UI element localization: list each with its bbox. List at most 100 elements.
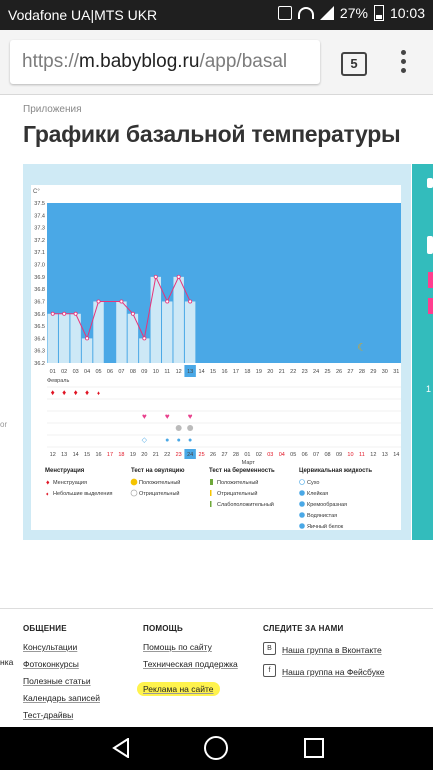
footer-link[interactable]: Техническая поддержка <box>143 659 238 669</box>
cycle-day-label: 21 <box>153 452 159 458</box>
footer-link[interactable]: Полезные статьи <box>23 676 91 686</box>
cycle-day-label: 08 <box>325 452 331 458</box>
temperature-point <box>153 274 158 279</box>
y-tick-label: 36.6 <box>34 312 45 318</box>
legend-item: Небольшие выделения <box>53 491 113 497</box>
footer-link-ads[interactable]: Реклама на сайте <box>137 682 238 696</box>
cycle-day-label: 04 <box>279 452 285 458</box>
y-tick-label: 37.4 <box>34 213 45 219</box>
x-tick-label: 12 <box>176 369 182 375</box>
x-tick-label: 26 <box>336 369 342 375</box>
footer-link[interactable]: Календарь записей <box>23 693 100 703</box>
temp-bar <box>184 301 196 363</box>
vk-icon: B <box>263 642 276 656</box>
temp-bar <box>150 276 162 363</box>
recents-icon[interactable] <box>304 738 324 758</box>
side-panel-control[interactable] <box>427 236 433 254</box>
menstruation-icon: ♦ <box>51 388 55 397</box>
url-scheme: https:// <box>22 51 80 72</box>
temperature-point <box>119 299 124 304</box>
left-clipped-link[interactable]: нка <box>0 657 14 667</box>
status-bar: Vodafone UA|MTS UKR 27% 10:03 <box>0 0 433 30</box>
temperature-point <box>50 311 55 316</box>
footer-col-social: СЛЕДИТЕ ЗА НАМИ B Наша группа в Вконтакте… <box>263 624 385 680</box>
footer-social-item[interactable]: B Наша группа в Вконтакте <box>263 640 385 658</box>
breadcrumb[interactable]: Приложения <box>23 104 82 115</box>
x-tick-label: 14 <box>199 369 205 375</box>
x-tick-label: 24 <box>313 369 319 375</box>
legend-drop-icon: ♦ <box>46 492 49 498</box>
x-tick-label: 29 <box>370 369 376 375</box>
footer-social-item[interactable]: f Наша группа на Фейсбуке <box>263 662 385 680</box>
y-tick-label: 37.0 <box>34 263 45 269</box>
y-tick-label: 37.1 <box>34 250 45 256</box>
cervical-fluid-icon: ● <box>165 437 169 444</box>
system-nav-bar <box>0 727 433 770</box>
selected-day-highlight <box>184 365 196 377</box>
legend-title: Тест на овуляцию <box>131 468 184 474</box>
temp-bar <box>116 301 127 363</box>
legend-pregnancy-icon <box>210 490 212 496</box>
legend-pregnancy-icon <box>210 479 213 485</box>
menstruation-icon: ♦ <box>74 388 78 397</box>
url-path: /app/basal <box>199 51 288 72</box>
cycle-day-label: 28 <box>233 452 239 458</box>
y-tick-label: 36.3 <box>34 349 45 355</box>
legend-item: Менструация <box>53 480 87 486</box>
legend-item: Сухо <box>307 480 319 486</box>
temp-bar <box>47 313 58 363</box>
legend-ovulation-icon <box>130 489 138 497</box>
x-tick-label: 17 <box>233 369 239 375</box>
cycle-day-label: 19 <box>130 452 136 458</box>
battery-percent: 27% <box>339 5 368 21</box>
x-tick-label: 09 <box>141 369 147 375</box>
selected-cycle-day-highlight <box>184 449 196 459</box>
temperature-point <box>142 336 147 341</box>
url-field[interactable]: https://m.babyblog.ru/app/basal <box>10 40 320 84</box>
x-tick-label: 31 <box>393 369 399 375</box>
y-tick-label: 36.2 <box>34 361 45 367</box>
footer-link[interactable]: Фотоконкурсы <box>23 659 79 669</box>
menstruation-icon: ♦ <box>62 388 66 397</box>
footer-link[interactable]: Тест-драйвы <box>23 710 74 720</box>
footer-divider <box>0 608 433 609</box>
footer-link[interactable]: Консультации <box>23 642 78 652</box>
cycle-day-label: 05 <box>290 452 296 458</box>
cycle-day-label: 14 <box>393 452 399 458</box>
cycle-day-label: 22 <box>164 452 170 458</box>
legend-cervical-icon <box>299 501 305 507</box>
y-axis-label: C° <box>33 189 40 195</box>
temperature-point <box>85 336 90 341</box>
cycle-day-label: 12 <box>370 452 376 458</box>
tab-switcher-button[interactable]: 5 <box>341 52 367 76</box>
overflow-menu-icon[interactable] <box>401 50 407 76</box>
back-icon[interactable] <box>112 738 130 758</box>
medication-icon <box>175 425 182 431</box>
x-tick-label: 08 <box>130 369 136 375</box>
home-icon[interactable] <box>204 736 228 760</box>
legend-cervical-icon <box>299 523 305 529</box>
footer-link[interactable]: Наша группа на Фейсбуке <box>282 667 385 677</box>
legend-cervical-icon <box>299 490 305 496</box>
temp-bar <box>93 301 104 363</box>
temp-bar <box>81 338 93 363</box>
cycle-day-label: 01 <box>244 452 250 458</box>
url-host: m.babyblog.ru <box>79 51 200 72</box>
footer-link[interactable]: Наша группа в Вконтакте <box>282 645 382 655</box>
legend-item: Положительный <box>217 479 258 486</box>
y-tick-label: 37.3 <box>34 226 45 232</box>
y-tick-label: 37.5 <box>34 201 45 207</box>
cycle-day-label: 09 <box>336 452 342 458</box>
footer-col-community: ОБЩЕНИЕ Консультации Фотоконкурсы Полезн… <box>23 624 100 720</box>
cycle-day-label: 11 <box>359 452 365 458</box>
footer-link[interactable]: Помощь по сайту <box>143 642 212 652</box>
temperature-point <box>188 299 193 304</box>
temperature-point <box>165 299 170 304</box>
page-title: Графики базальной температуры <box>23 121 401 147</box>
browser-toolbar: https://m.babyblog.ru/app/basal 5 <box>0 30 433 95</box>
cycle-day-label: 27 <box>221 452 227 458</box>
temperature-point <box>130 311 135 316</box>
x-tick-label: 23 <box>302 369 308 375</box>
footer-col-title: СЛЕДИТЕ ЗА НАМИ <box>263 624 344 633</box>
side-panel: 1 <box>412 164 433 540</box>
